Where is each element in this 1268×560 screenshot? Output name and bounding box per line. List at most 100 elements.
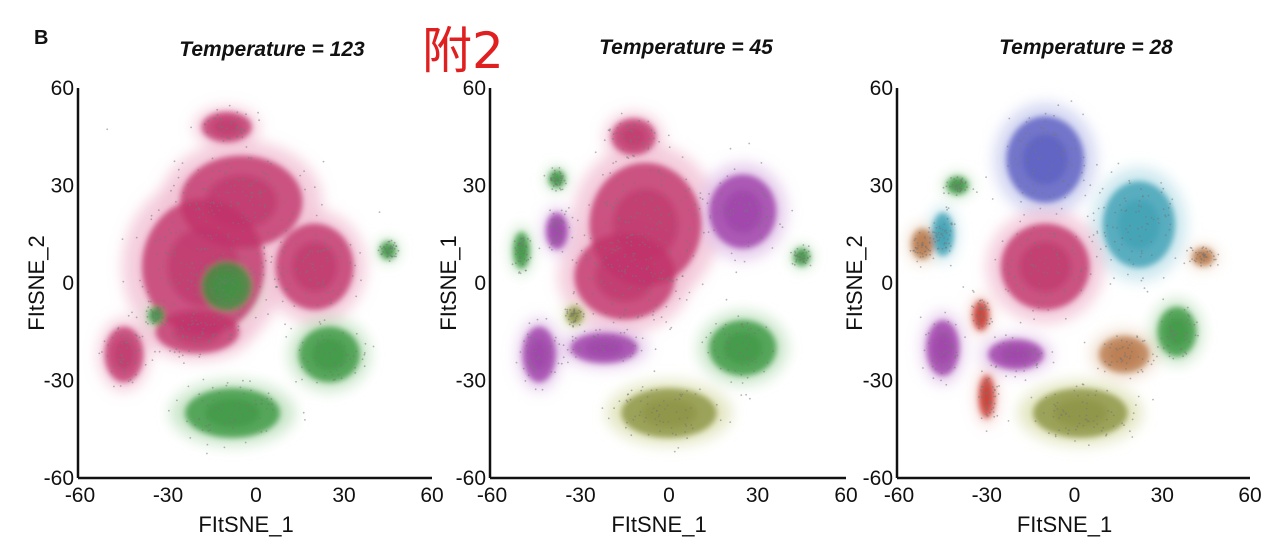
- data-point: [232, 222, 235, 224]
- data-point: [1039, 259, 1041, 262]
- data-point: [302, 260, 305, 263]
- data-point: [1087, 394, 1089, 397]
- data-point: [1210, 251, 1213, 254]
- data-point: [574, 320, 576, 323]
- data-point: [1068, 415, 1071, 418]
- data-point: [583, 234, 586, 237]
- data-point: [1121, 237, 1124, 240]
- data-point: [738, 354, 740, 357]
- data-point: [1119, 204, 1121, 206]
- data-point: [301, 378, 303, 381]
- data-point: [630, 260, 633, 262]
- data-point: [138, 349, 141, 351]
- data-point: [1193, 323, 1196, 326]
- data-point: [254, 399, 257, 402]
- data-point: [211, 334, 214, 336]
- data-point: [941, 247, 944, 250]
- data-point: [547, 364, 549, 367]
- data-point: [1206, 250, 1209, 253]
- data-point: [551, 248, 553, 251]
- data-point: [309, 278, 311, 281]
- data-point: [364, 342, 367, 345]
- data-point: [1052, 415, 1055, 418]
- data-point: [1063, 290, 1066, 293]
- data-point: [647, 233, 650, 235]
- data-point: [1140, 188, 1142, 191]
- data-point: [1200, 264, 1202, 267]
- data-point: [1060, 152, 1062, 155]
- data-point: [283, 275, 285, 277]
- data-point: [270, 163, 272, 165]
- data-point: [141, 335, 144, 338]
- data-point: [914, 246, 917, 249]
- data-point: [658, 238, 661, 241]
- data-point: [626, 236, 628, 239]
- y-axis-title: FItSNE_2: [842, 235, 867, 330]
- data-point: [802, 258, 804, 261]
- data-point: [231, 263, 234, 266]
- data-point: [954, 188, 957, 191]
- data-point: [354, 366, 356, 369]
- data-point: [928, 226, 931, 229]
- data-point: [334, 378, 336, 381]
- data-point: [638, 414, 641, 417]
- data-point: [194, 424, 197, 426]
- data-point: [604, 202, 606, 205]
- data-point: [391, 246, 394, 249]
- data-point: [1127, 347, 1129, 349]
- data-point: [223, 281, 226, 284]
- data-point: [217, 226, 220, 229]
- data-point: [985, 413, 988, 416]
- data-point: [1137, 371, 1139, 374]
- data-point: [158, 313, 161, 315]
- data-point: [651, 411, 653, 414]
- data-point: [1004, 358, 1007, 361]
- data-point: [1017, 344, 1020, 347]
- data-point: [647, 239, 649, 241]
- data-point: [188, 350, 191, 353]
- data-point: [334, 348, 337, 351]
- data-point: [1188, 315, 1191, 318]
- data-point: [748, 333, 751, 336]
- data-point: [950, 177, 952, 179]
- data-point: [1162, 277, 1165, 279]
- data-point: [669, 211, 672, 214]
- data-point: [614, 342, 617, 345]
- x-tick-label: 0: [1069, 484, 1081, 507]
- data-point: [980, 417, 983, 420]
- data-point: [1014, 361, 1017, 364]
- data-point: [208, 340, 211, 343]
- panel-title: Temperature = 123: [179, 38, 365, 61]
- data-point: [150, 309, 153, 311]
- data-point: [583, 330, 586, 333]
- data-point: [668, 279, 671, 282]
- data-point: [675, 433, 677, 436]
- y-tick-label: 60: [870, 77, 893, 100]
- data-point: [1054, 235, 1056, 238]
- data-point: [593, 336, 596, 338]
- data-point: [210, 237, 213, 240]
- data-point: [971, 305, 973, 308]
- data-point: [1040, 352, 1043, 354]
- data-point: [253, 181, 256, 184]
- data-point: [576, 315, 579, 317]
- data-point: [809, 264, 812, 267]
- data-point: [802, 244, 805, 246]
- data-point: [572, 292, 575, 295]
- data-point: [961, 181, 964, 184]
- data-point: [226, 127, 228, 130]
- data-point: [167, 279, 170, 281]
- data-point: [340, 288, 343, 291]
- data-point: [252, 410, 254, 413]
- data-point: [940, 334, 943, 337]
- data-point: [1022, 288, 1025, 290]
- data-point: [558, 343, 561, 346]
- data-point: [1007, 420, 1010, 422]
- data-point: [521, 244, 524, 247]
- data-point: [1024, 132, 1027, 135]
- data-point: [1056, 401, 1059, 404]
- data-point: [533, 356, 535, 358]
- data-point: [161, 322, 164, 325]
- data-point: [1143, 287, 1146, 289]
- data-point: [124, 338, 127, 341]
